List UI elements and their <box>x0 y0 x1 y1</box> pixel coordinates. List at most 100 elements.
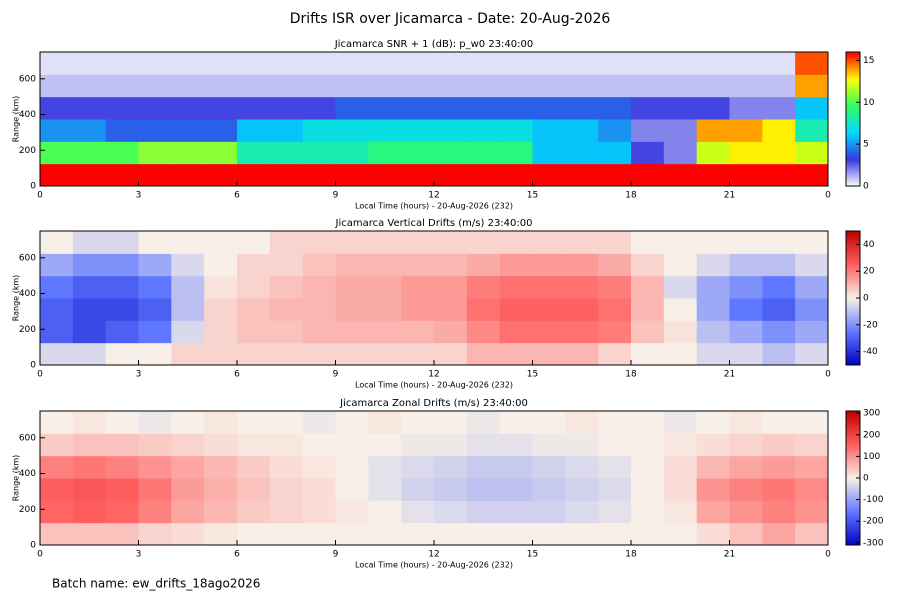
heatmap-cell <box>269 163 304 187</box>
heatmap-cell <box>302 342 336 366</box>
heatmap-cell <box>532 163 566 187</box>
heatmap-cell <box>696 96 730 120</box>
x-tick-label: 0 <box>825 191 831 201</box>
colorbar-tick-label: -300 <box>863 538 884 548</box>
x-tick-label: 9 <box>333 370 339 380</box>
heatmap-cell <box>204 74 238 98</box>
heatmap-cell <box>729 522 763 546</box>
heatmap-cell <box>40 141 74 165</box>
heatmap-cell <box>302 522 336 546</box>
colorbar-step <box>846 271 860 274</box>
colorbar-step <box>846 248 860 252</box>
colorbar-step <box>846 331 860 335</box>
colorbar-step <box>846 237 860 241</box>
heatmap-cell <box>466 500 501 524</box>
colorbar-step <box>846 473 860 477</box>
y-axis-label: Range (km) <box>12 275 21 322</box>
heatmap-cell <box>237 253 271 277</box>
heatmap-cell <box>237 298 271 321</box>
heatmap-cell <box>532 522 566 546</box>
colorbar-step <box>846 78 860 82</box>
heatmap-cell <box>368 253 402 277</box>
heatmap-cell <box>499 433 533 457</box>
heatmap-cell <box>401 163 435 187</box>
heatmap-cell <box>434 455 468 479</box>
heatmap-cell <box>499 96 533 120</box>
colorbar-step <box>846 60 860 64</box>
colorbar-step <box>846 154 860 158</box>
colorbar-step <box>846 92 860 95</box>
x-tick-label: 12 <box>428 550 439 560</box>
heatmap-cell <box>565 231 599 254</box>
heatmap-cell <box>729 411 763 434</box>
colorbar-tick-label: 40 <box>863 240 875 250</box>
colorbar-step <box>846 63 860 66</box>
heatmap-cell <box>795 342 829 366</box>
heatmap-cell <box>138 163 172 187</box>
heatmap-cell <box>368 52 402 75</box>
heatmap-cell <box>466 253 501 277</box>
heatmap-cell <box>598 163 632 187</box>
heatmap-cell <box>729 275 763 299</box>
colorbar-step <box>846 103 860 107</box>
colorbar-step <box>846 136 860 140</box>
y-tick-label: 400 <box>19 110 36 120</box>
heatmap-cell <box>72 231 107 254</box>
heatmap-cell <box>499 253 533 277</box>
heatmap-cell <box>598 500 632 524</box>
heatmap-cell <box>631 275 665 299</box>
heatmap-cell <box>72 500 107 524</box>
heatmap-cell <box>368 455 402 479</box>
heatmap-cell <box>237 52 271 75</box>
y-tick-label: 400 <box>19 289 36 299</box>
heatmap-cell <box>696 342 730 366</box>
colorbar-step <box>846 239 860 243</box>
heatmap-cell <box>631 320 665 344</box>
heatmap-cell <box>105 119 139 142</box>
colorbar-step <box>846 242 860 245</box>
heatmap-cell <box>269 119 304 142</box>
heatmap-cell <box>795 500 829 524</box>
colorbar-step <box>846 313 860 317</box>
heatmap-cell <box>269 455 304 479</box>
colorbar-step <box>846 347 860 350</box>
heatmap-cell <box>72 163 107 187</box>
heatmap-cell <box>105 342 139 366</box>
heatmap-cell <box>237 231 271 254</box>
heatmap-cell <box>631 231 665 254</box>
colorbar-step <box>846 455 860 459</box>
heatmap-cell <box>72 433 107 457</box>
colorbar-tick-label: 15 <box>863 56 874 66</box>
colorbar-step <box>846 437 860 441</box>
heatmap-cell <box>795 411 829 434</box>
heatmap-cell <box>499 231 533 254</box>
heatmap-cell <box>204 253 238 277</box>
colorbar-step <box>846 165 860 169</box>
heatmap-cell <box>434 433 468 457</box>
heatmap-cell <box>729 96 763 120</box>
heatmap-cell <box>532 96 566 120</box>
y-axis-label: Range (km) <box>12 455 21 502</box>
colorbar-step <box>846 107 860 111</box>
colorbar-step <box>846 520 860 524</box>
heatmap-cell <box>105 478 139 501</box>
heatmap-cell <box>204 478 238 501</box>
heatmap-cell <box>204 522 238 546</box>
heatmap-cell <box>631 52 665 75</box>
colorbar-tick-label: 5 <box>863 140 869 150</box>
heatmap-cell <box>565 163 599 187</box>
heatmap-cell <box>368 478 402 501</box>
colorbar-step <box>846 411 860 414</box>
colorbar-step <box>846 419 860 423</box>
heatmap-cell <box>762 163 796 187</box>
heatmap-cell <box>795 433 829 457</box>
heatmap-cell <box>138 275 172 299</box>
x-tick-label: 18 <box>625 370 637 380</box>
heatmap-cell <box>171 433 205 457</box>
heatmap-cell <box>466 342 501 366</box>
heatmap-cell <box>335 74 369 98</box>
heatmap-cell <box>631 298 665 321</box>
colorbar-step <box>846 446 860 450</box>
heatmap-cell <box>138 500 172 524</box>
heatmap-cell <box>631 500 665 524</box>
